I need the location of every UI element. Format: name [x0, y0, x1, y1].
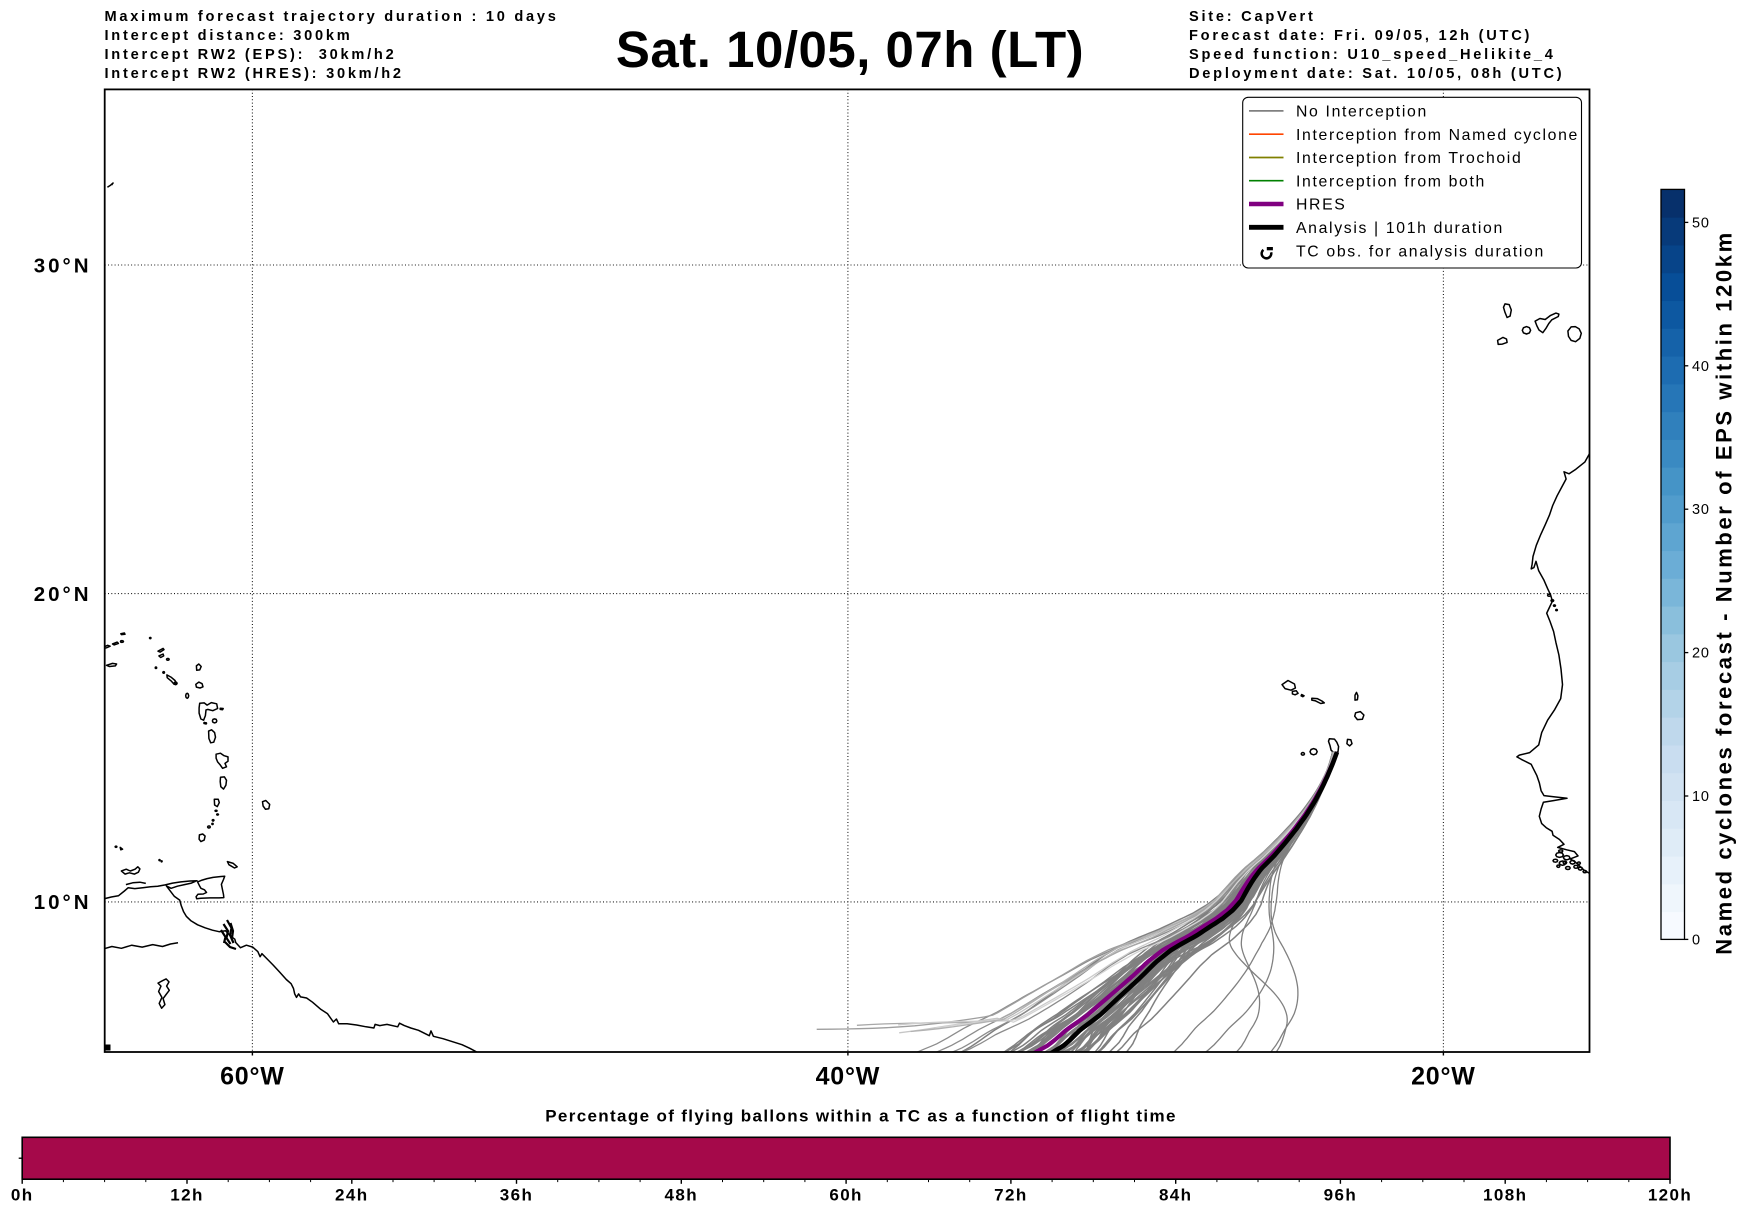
svg-text:120h: 120h [1648, 1186, 1692, 1205]
svg-text:No Interception: No Interception [1296, 104, 1428, 121]
svg-text:Interception from both: Interception from both [1296, 173, 1486, 190]
svg-text:36h: 36h [500, 1186, 534, 1205]
svg-text:50: 50 [1692, 215, 1710, 231]
svg-text:Intercept RW2 (HRES): 30km/h2: Intercept RW2 (HRES): 30km/h2 [105, 66, 404, 82]
svg-text:Maximum forecast trajectory du: Maximum forecast trajectory duration : 1… [105, 9, 559, 25]
svg-text:30°N: 30°N [34, 254, 92, 277]
svg-text:Site: CapVert: Site: CapVert [1189, 9, 1316, 25]
svg-text:108h: 108h [1483, 1186, 1527, 1205]
svg-text:60°W: 60°W [220, 1063, 285, 1091]
svg-text:Named cyclones forecast - Numb: Named cyclones forecast - Number of EPS … [1712, 230, 1737, 955]
svg-text:Speed function: U10_speed_Heli: Speed function: U10_speed_Helikite_4 [1189, 47, 1556, 63]
svg-text:10°N: 10°N [34, 891, 92, 914]
svg-text:TC obs. for analysis duration: TC obs. for analysis duration [1296, 243, 1545, 260]
svg-text:12h: 12h [170, 1186, 204, 1205]
svg-text:0h: 0h [11, 1186, 34, 1205]
svg-text:10: 10 [1692, 789, 1710, 805]
svg-text:HRES: HRES [1296, 197, 1347, 214]
svg-text:Analysis | 101h duration: Analysis | 101h duration [1296, 220, 1504, 237]
svg-text:Intercept distance: 300km: Intercept distance: 300km [105, 28, 353, 44]
svg-text:Interception from Trochoid: Interception from Trochoid [1296, 150, 1522, 167]
svg-text:72h: 72h [994, 1186, 1028, 1205]
svg-text:20: 20 [1692, 646, 1710, 662]
svg-text:96h: 96h [1324, 1186, 1358, 1205]
svg-text:Intercept RW2 (EPS): 30km/h2: Intercept RW2 (EPS): 30km/h2 [105, 47, 397, 63]
svg-text:20°W: 20°W [1411, 1063, 1476, 1091]
svg-text:84h: 84h [1159, 1186, 1193, 1205]
svg-text:Forecast date: Fri. 09/05, 12h: Forecast date: Fri. 09/05, 12h (UTC) [1189, 28, 1532, 44]
svg-text:Percentage of flying ballons w: Percentage of flying ballons within a TC… [545, 1106, 1177, 1125]
svg-text:20°N: 20°N [34, 583, 92, 606]
svg-text:24h: 24h [335, 1186, 369, 1205]
svg-text:30: 30 [1692, 502, 1710, 518]
svg-text:60h: 60h [829, 1186, 863, 1205]
svg-text:0: 0 [1692, 932, 1701, 948]
svg-text:Sat. 10/05, 07h (LT): Sat. 10/05, 07h (LT) [616, 21, 1084, 78]
svg-text:Deployment date: Sat. 10/05, 0: Deployment date: Sat. 10/05, 08h (UTC) [1189, 66, 1564, 82]
svg-text:48h: 48h [665, 1186, 699, 1205]
svg-text:40: 40 [1692, 359, 1710, 375]
svg-text:40°W: 40°W [816, 1063, 881, 1091]
svg-text:Interception from Named cyclon: Interception from Named cyclone [1296, 127, 1579, 144]
